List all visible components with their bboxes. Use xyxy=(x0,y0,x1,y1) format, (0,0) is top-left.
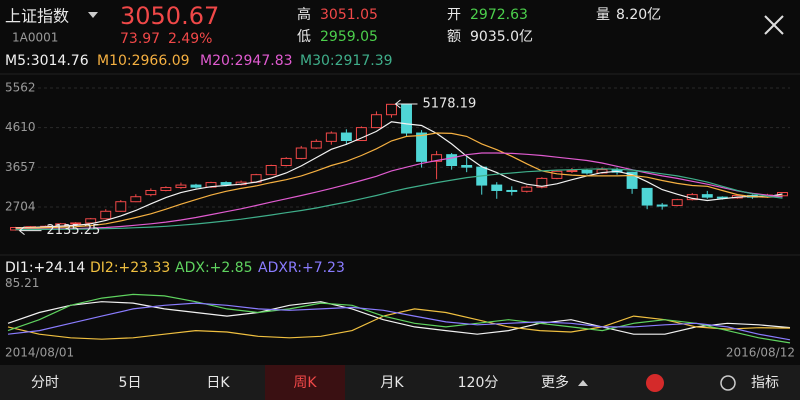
candle-body xyxy=(265,164,277,176)
tab[interactable]: 5日 xyxy=(119,375,142,391)
candle-body xyxy=(656,204,668,207)
dropdown-caret[interactable] xyxy=(88,12,98,18)
low-label: 低 xyxy=(297,29,311,45)
legend-entry: M30:2917.39 xyxy=(300,53,393,69)
candle-body xyxy=(325,132,337,142)
annotation-arrow xyxy=(394,99,418,109)
ma-line xyxy=(15,132,783,229)
y-tick-label: 3657 xyxy=(5,160,36,174)
legend-entry: M10:2966.09 xyxy=(97,53,190,69)
volume-label: 量 xyxy=(596,7,610,23)
dmi-line xyxy=(7,293,791,344)
low-value: 2959.05 xyxy=(320,29,378,45)
candle-body xyxy=(551,170,563,179)
candle-body xyxy=(100,210,112,220)
candle-body xyxy=(521,186,533,192)
candle-body xyxy=(160,187,172,191)
candle-body xyxy=(401,103,412,134)
candle-body xyxy=(671,199,683,206)
tab[interactable]: 指标 xyxy=(751,375,779,391)
tab[interactable]: 月K xyxy=(380,375,404,391)
candle-body xyxy=(70,222,82,225)
record-icon[interactable] xyxy=(646,374,664,392)
tab[interactable]: 日K xyxy=(206,375,230,391)
tab[interactable]: 120分 xyxy=(458,375,499,391)
annotation-arrow xyxy=(18,226,42,236)
candle-body xyxy=(355,127,367,142)
ma-line xyxy=(15,121,783,229)
index-code: 1A0001 xyxy=(12,31,58,45)
amount-value: 9035.0亿 xyxy=(470,29,533,45)
legend-entry: M20:2947.83 xyxy=(200,53,293,69)
candle-body xyxy=(461,164,473,168)
candle-body xyxy=(491,184,503,191)
legend-entry: ADXR:+7.23 xyxy=(258,260,345,276)
candle-body xyxy=(370,114,382,129)
y-tick-label: 85.21 xyxy=(5,276,39,290)
candle-body xyxy=(340,132,352,142)
more-caret xyxy=(578,380,588,386)
candle-body xyxy=(566,169,578,172)
close-icon xyxy=(764,15,784,35)
annotation: 2135.25 xyxy=(47,223,101,238)
legend-entry: DI2:+23.33 xyxy=(90,260,170,276)
open-value: 2972.63 xyxy=(470,7,528,23)
legend-entry: ADX:+2.85 xyxy=(175,260,253,276)
legend-entry: M5:3014.76 xyxy=(5,53,89,69)
tab-selected-bg xyxy=(265,365,345,400)
legend-entry: DI1:+24.14 xyxy=(5,260,85,276)
y-tick-label: 5562 xyxy=(5,80,36,94)
candle-body xyxy=(295,147,307,159)
y-tick-label: 4610 xyxy=(5,120,36,134)
x-tick-label: 2016/08/12 xyxy=(726,346,795,360)
candle-body xyxy=(130,196,142,203)
candle-body xyxy=(431,154,443,162)
candle-body xyxy=(641,187,653,206)
candle-body xyxy=(220,182,232,186)
amount-label: 额 xyxy=(447,29,461,45)
candle-body xyxy=(386,103,397,116)
candle-body xyxy=(175,184,187,189)
x-tick-label: 2014/08/01 xyxy=(5,346,74,360)
price: 3050.67 xyxy=(120,2,219,30)
open-label: 开 xyxy=(447,7,461,23)
close-button[interactable] xyxy=(764,15,784,35)
high-label: 高 xyxy=(297,6,311,23)
candle-body xyxy=(536,177,548,188)
tab-selected[interactable]: 周K xyxy=(293,375,317,391)
tab-bar xyxy=(0,365,800,400)
volume-value: 8.20亿 xyxy=(616,7,661,23)
candle-body xyxy=(280,157,292,166)
y-tick-label: 2704 xyxy=(5,199,36,213)
candle-body xyxy=(446,154,458,166)
candle-body xyxy=(416,132,428,162)
tab[interactable]: 分时 xyxy=(31,375,59,391)
tab[interactable]: 更多 xyxy=(541,374,569,391)
candle-body xyxy=(506,189,518,192)
indicator-icon xyxy=(720,375,736,391)
ma-line xyxy=(15,168,783,231)
dmi-line xyxy=(7,308,791,340)
candle-body xyxy=(85,218,97,224)
ma-line xyxy=(15,152,783,230)
candle-body xyxy=(626,171,638,189)
change-pct: 2.49% xyxy=(168,31,212,47)
high-value: 3051.05 xyxy=(320,7,378,23)
change: 73.97 xyxy=(120,31,160,47)
dmi-line xyxy=(7,301,791,335)
candle-body xyxy=(190,184,202,188)
candle-body xyxy=(145,189,157,196)
candle-body xyxy=(701,194,713,198)
index-name[interactable]: 上证指数 xyxy=(5,7,69,26)
dmi-line xyxy=(7,302,791,341)
candle-body xyxy=(581,169,593,174)
candle-body xyxy=(115,201,127,212)
candle-body xyxy=(310,140,322,149)
annotation: 5178.19 xyxy=(422,96,476,111)
